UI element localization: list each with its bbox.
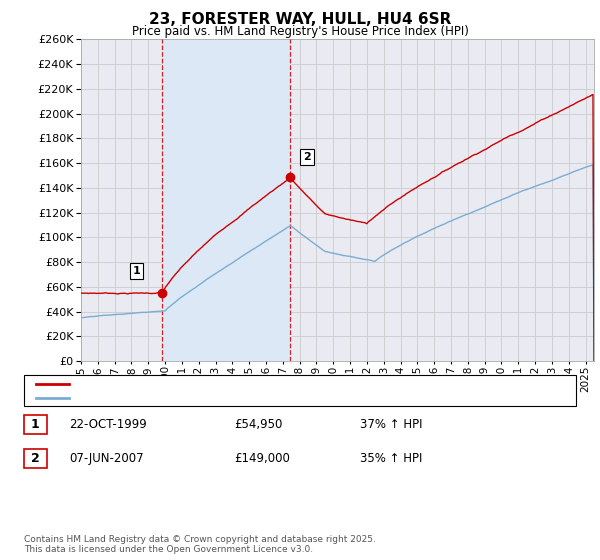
Text: 2: 2 [31,451,40,465]
Text: 1: 1 [133,266,140,276]
Text: 07-JUN-2007: 07-JUN-2007 [69,451,143,465]
Text: £54,950: £54,950 [234,418,283,431]
Text: 23, FORESTER WAY, HULL, HU4 6SR (semi-detached house): 23, FORESTER WAY, HULL, HU4 6SR (semi-de… [78,379,403,389]
Text: 35% ↑ HPI: 35% ↑ HPI [360,451,422,465]
Text: 37% ↑ HPI: 37% ↑ HPI [360,418,422,431]
Text: HPI: Average price, semi-detached house, City of Kingston upon Hull: HPI: Average price, semi-detached house,… [78,393,452,403]
Text: Price paid vs. HM Land Registry's House Price Index (HPI): Price paid vs. HM Land Registry's House … [131,25,469,38]
Text: 23, FORESTER WAY, HULL, HU4 6SR: 23, FORESTER WAY, HULL, HU4 6SR [149,12,451,27]
Text: Contains HM Land Registry data © Crown copyright and database right 2025.
This d: Contains HM Land Registry data © Crown c… [24,535,376,554]
Bar [162,39,290,361]
Text: 1: 1 [31,418,40,431]
Text: £149,000: £149,000 [234,451,290,465]
Text: 2: 2 [303,152,311,162]
Text: 22-OCT-1999: 22-OCT-1999 [69,418,147,431]
